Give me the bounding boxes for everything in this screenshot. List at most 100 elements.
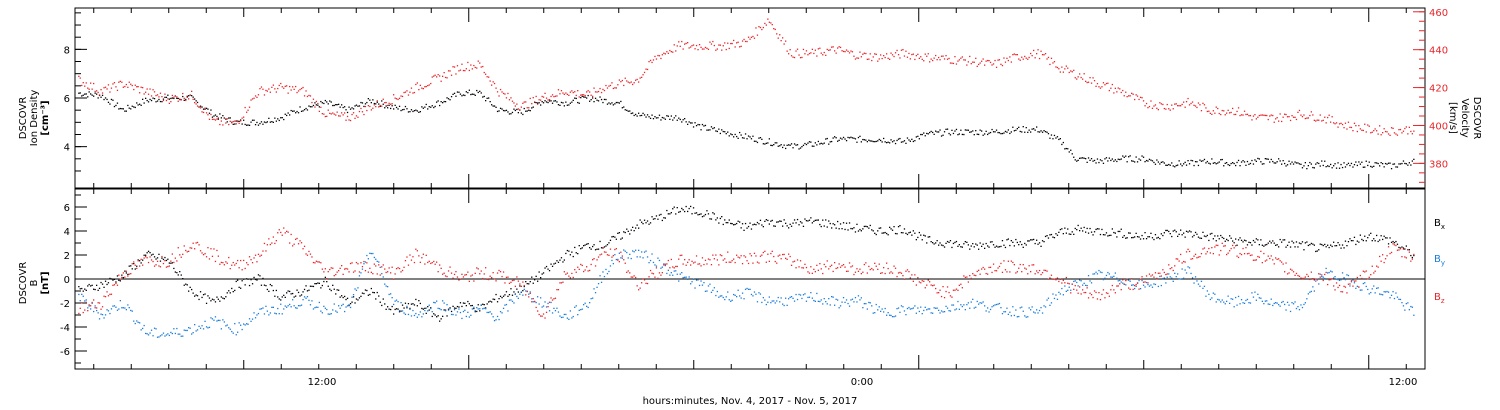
by-point xyxy=(1246,298,1249,301)
velocity-point xyxy=(110,87,113,89)
density-point xyxy=(1367,164,1369,167)
density-point xyxy=(355,104,358,106)
by-point xyxy=(369,252,371,254)
bz-point xyxy=(162,262,165,265)
density-point xyxy=(133,106,135,108)
bx-point xyxy=(799,221,802,223)
density-point xyxy=(955,128,958,131)
velocity-point xyxy=(379,104,381,107)
velocity-point xyxy=(877,60,879,62)
density-point xyxy=(967,129,969,131)
density-point xyxy=(817,140,819,143)
bz-point xyxy=(289,242,291,244)
by-point xyxy=(208,326,211,328)
bz-point xyxy=(1174,265,1176,267)
by-point xyxy=(826,303,828,305)
velocity-point xyxy=(119,80,121,82)
bx-point xyxy=(398,311,401,313)
by-point xyxy=(406,305,408,307)
density-point xyxy=(471,93,473,95)
density-point xyxy=(373,102,375,105)
by-point xyxy=(906,307,909,310)
bx-point xyxy=(1255,238,1257,240)
bz-point xyxy=(949,295,952,297)
bx-point xyxy=(1404,248,1406,250)
by-point xyxy=(946,307,949,309)
by-point xyxy=(1356,285,1358,287)
by-point xyxy=(167,333,169,335)
by-point xyxy=(431,311,433,313)
bz-point xyxy=(684,259,686,261)
density-point xyxy=(1237,159,1240,162)
velocity-point xyxy=(303,95,306,97)
velocity-point xyxy=(1246,113,1249,115)
by-point xyxy=(1352,279,1354,281)
density-point xyxy=(1036,126,1038,128)
by-point xyxy=(951,304,953,306)
bx-point xyxy=(400,310,402,312)
bz-point xyxy=(145,256,147,258)
by-point xyxy=(142,327,144,330)
density-point xyxy=(479,90,481,92)
bz-point xyxy=(186,251,188,253)
bz-point xyxy=(958,284,960,286)
bx-point xyxy=(728,219,730,221)
density-point xyxy=(303,109,306,111)
bz-point xyxy=(1246,253,1249,255)
bz-point xyxy=(290,233,292,236)
bz-point xyxy=(91,301,93,304)
bz-point xyxy=(1273,263,1275,265)
bz-point xyxy=(762,251,764,254)
velocity-point xyxy=(210,113,212,116)
density-point xyxy=(100,96,102,98)
bx-point xyxy=(1346,245,1348,247)
bx-point xyxy=(1067,228,1069,230)
density-point xyxy=(1243,161,1246,163)
bz-point xyxy=(537,310,539,312)
density-tick-label: 8 xyxy=(64,45,70,56)
bx-point xyxy=(522,290,524,292)
bz-point xyxy=(1408,251,1410,253)
by-point xyxy=(1328,271,1330,274)
bx-point xyxy=(611,236,613,238)
by-point xyxy=(1102,279,1105,281)
velocity-point xyxy=(655,58,658,60)
bx-point xyxy=(254,278,257,281)
bz-point xyxy=(488,278,490,281)
velocity-point xyxy=(188,98,190,100)
by-point xyxy=(79,300,81,302)
bx-point xyxy=(275,289,277,292)
density-point xyxy=(241,123,243,125)
bz-point xyxy=(863,263,865,266)
velocity-point xyxy=(473,64,475,67)
by-point xyxy=(1273,302,1275,305)
density-point xyxy=(390,107,392,110)
bz-point xyxy=(499,271,502,273)
velocity-point xyxy=(862,53,864,55)
velocity-point xyxy=(455,73,457,75)
velocity-point xyxy=(465,68,467,70)
bx-point xyxy=(600,247,603,249)
density-point xyxy=(1232,162,1234,164)
bz-point xyxy=(978,269,980,271)
bx-point xyxy=(654,218,656,220)
bx-point xyxy=(632,226,634,228)
bx-point xyxy=(1074,227,1076,230)
bx-point xyxy=(253,276,255,279)
bz-point xyxy=(165,266,168,268)
velocity-point xyxy=(468,69,470,72)
by-point xyxy=(949,310,952,312)
velocity-point xyxy=(1214,112,1216,114)
by-point xyxy=(1254,291,1256,293)
bx-point xyxy=(315,283,317,285)
by-point xyxy=(474,310,476,312)
velocity-ylabel-units: [km/s] xyxy=(1447,102,1458,134)
bx-point xyxy=(335,293,337,295)
bz-point xyxy=(804,263,806,265)
velocity-point xyxy=(1352,130,1354,132)
by-point xyxy=(1070,289,1072,291)
by-point xyxy=(618,252,620,254)
by-point xyxy=(367,258,369,260)
bx-point xyxy=(981,245,983,247)
density-point xyxy=(332,104,334,107)
